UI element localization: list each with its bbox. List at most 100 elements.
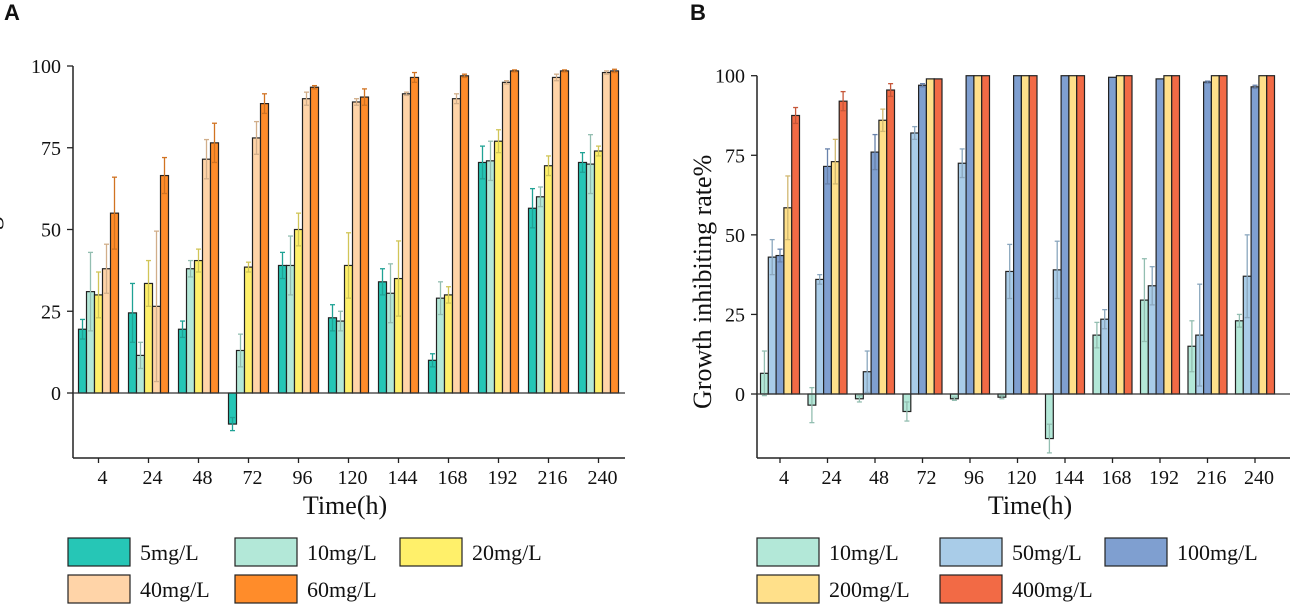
bar [917, 84, 927, 395]
x-tick-label: 168 [438, 467, 468, 489]
bar [815, 278, 825, 395]
bar [293, 228, 304, 394]
bar [870, 151, 880, 395]
bar [1171, 75, 1181, 395]
legend-label: 40mg/L [140, 577, 210, 602]
y-tick-label: 50 [41, 220, 61, 242]
bar [351, 101, 362, 394]
bar [925, 78, 935, 395]
x-tick-label: 72 [917, 467, 937, 489]
y-axis-title: Growth inhibiting rate% [0, 150, 4, 404]
x-tick-label: 216 [538, 467, 568, 489]
legend-item: 20mg/L [399, 537, 542, 567]
bar [822, 165, 832, 395]
y-tick-label: 50 [725, 225, 745, 247]
series-60mg/L [109, 68, 620, 394]
legend-swatch [756, 537, 820, 567]
panel-label: B [690, 0, 706, 25]
panel-a: A 0 25 50 75 100 4 24 48 72 96 120 144 168 192 216 240 Ti… [0, 0, 625, 604]
y-tick-label: 100 [715, 66, 745, 88]
bar [1076, 75, 1086, 395]
x-axis-title: Time(h) [988, 491, 1072, 520]
bar [933, 78, 943, 395]
bar [886, 89, 896, 395]
x-axis-title: Time(h) [303, 491, 387, 520]
bar [791, 114, 801, 395]
legend-swatch [67, 537, 131, 567]
bar [309, 86, 320, 394]
x-tick-label: 144 [388, 467, 418, 489]
bar [609, 70, 620, 394]
bar [601, 71, 612, 394]
x-tick-label: 48 [193, 467, 213, 489]
bar [335, 320, 346, 394]
x-tick-label: 96 [293, 467, 313, 489]
y-tick-label: 75 [725, 145, 745, 167]
legend-swatch [756, 574, 820, 604]
bar [1202, 81, 1212, 395]
legend-swatch [234, 537, 298, 567]
bar [1115, 75, 1125, 395]
bar [1020, 75, 1030, 395]
bar [1234, 320, 1244, 395]
legend-label: 10mg/L [307, 540, 377, 565]
x-tick-label: 192 [1149, 467, 1179, 489]
y-tick-label: 0 [51, 383, 61, 405]
bar [767, 256, 777, 395]
x-tick-label: 168 [1102, 467, 1132, 489]
legend-label: 400mg/L [1012, 577, 1093, 602]
bar [359, 96, 370, 394]
bar [838, 100, 848, 395]
bar [301, 98, 312, 394]
legend-item: 200mg/L [756, 574, 910, 604]
legend-label: 20mg/L [472, 540, 542, 565]
legend-swatch [234, 574, 298, 604]
bar [485, 160, 496, 394]
bar [527, 207, 538, 394]
bar [543, 165, 554, 394]
y-tick-label: 25 [41, 301, 61, 323]
legend-label: 60mg/L [307, 577, 377, 602]
series-20mg/L [93, 129, 604, 394]
bar [459, 75, 470, 394]
legend-item: 60mg/L [234, 574, 377, 604]
legend-item: 10mg/L [756, 537, 899, 567]
bar [193, 259, 204, 394]
bar [177, 328, 188, 394]
bar [185, 268, 196, 394]
bar [1163, 75, 1173, 395]
bar [443, 294, 454, 394]
x-tick-label: 48 [869, 467, 889, 489]
legend-label: 100mg/L [1177, 540, 1258, 565]
bar [577, 161, 588, 394]
bar [1028, 75, 1038, 395]
legend-swatch [939, 537, 1003, 567]
legend-item: 5mg/L [67, 537, 199, 567]
legend: 10mg/L 50mg/L 100mg/L 200mg/L 400mg/L [756, 537, 1258, 604]
bar [1266, 75, 1276, 395]
series-100mg/L [775, 75, 1260, 395]
legend-item: 10mg/L [234, 537, 377, 567]
x-tick-label: 120 [338, 467, 368, 489]
y-tick-label: 0 [735, 384, 745, 406]
x-tick-label: 120 [1007, 467, 1037, 489]
legend-item: 50mg/L [939, 537, 1082, 567]
bar [277, 264, 288, 394]
bar [551, 76, 562, 394]
panel-b: B 0 25 50 75 100 4 24 48 72 96 120 144 168 192 216 240 Ti… [688, 0, 1290, 604]
bar [1123, 75, 1133, 395]
bar [209, 142, 220, 394]
x-tick-label: 4 [779, 467, 789, 489]
bar [957, 162, 967, 395]
bar [1107, 76, 1117, 395]
bar [1250, 86, 1260, 395]
bar [965, 75, 975, 395]
bar [243, 266, 254, 394]
legend-label: 5mg/L [140, 540, 199, 565]
bar [509, 70, 520, 394]
x-tick-label: 96 [964, 467, 984, 489]
legend-swatch [399, 537, 463, 567]
bar [401, 93, 412, 394]
legend-item: 400mg/L [939, 574, 1093, 604]
